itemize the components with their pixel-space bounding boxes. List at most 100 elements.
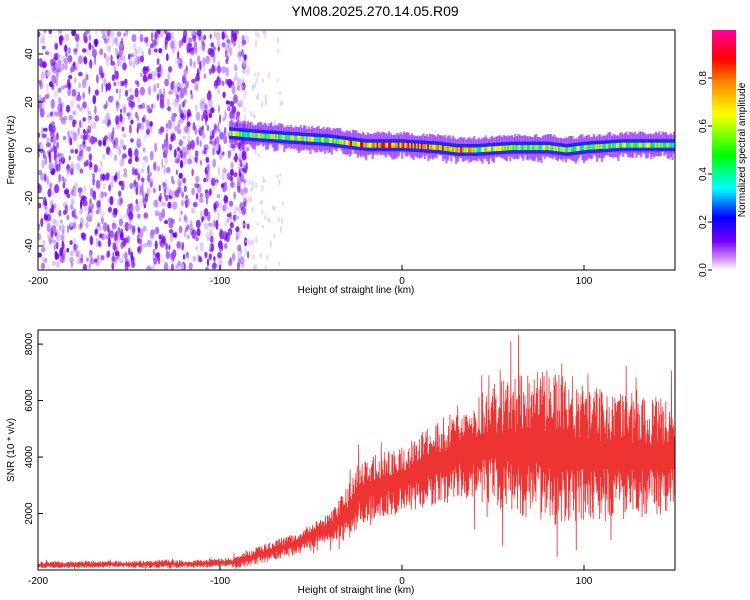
noise-cell [148, 48, 152, 56]
noise-cell [197, 55, 201, 65]
noise-cell [227, 105, 231, 112]
noise-cell [209, 235, 214, 243]
noise-cell [72, 119, 77, 125]
noise-cell [112, 126, 115, 137]
noise-cell [224, 243, 228, 249]
noise-cell [173, 45, 177, 52]
noise-cell [117, 226, 121, 235]
noise-cell [44, 206, 49, 216]
noise-cell [106, 250, 110, 258]
noise-cell [56, 260, 60, 268]
noise-cell [86, 146, 92, 152]
noise-cell [212, 185, 215, 191]
band-cell [247, 132, 250, 138]
figure-title: YM08.2025.270.14.05.R09 [291, 3, 459, 19]
band-cell [560, 146, 563, 152]
noise-cell [73, 61, 76, 68]
noise-cell [59, 256, 65, 264]
noise-cell [57, 53, 62, 59]
band-cell [671, 142, 674, 148]
band-cell [325, 137, 328, 143]
noise-cell [139, 86, 145, 96]
noise-cell [100, 30, 106, 34]
noise-cell [185, 126, 191, 136]
band-cell [484, 146, 487, 152]
noise-cell [87, 110, 92, 116]
noise-cell [246, 251, 250, 259]
noise-cell [213, 66, 218, 72]
spectrogram-cells [38, 30, 675, 270]
noise-cell [252, 265, 256, 270]
band-cell [255, 133, 258, 138]
band-cell [597, 144, 600, 150]
band-cell [514, 145, 517, 151]
noise-cell [40, 262, 46, 270]
noise-cell [102, 222, 108, 232]
noise-cell [56, 141, 60, 149]
noise-cell [156, 58, 160, 65]
noise-cell [256, 76, 259, 84]
noise-cell [67, 55, 73, 63]
noise-cell [199, 241, 204, 252]
noise-cell [278, 91, 282, 95]
band-cell [302, 136, 305, 142]
noise-cell [58, 209, 62, 217]
noise-cell [218, 144, 221, 153]
noise-cell [221, 80, 225, 86]
noise-cell [247, 195, 250, 204]
noise-cell [67, 134, 71, 144]
noise-cell [124, 222, 130, 232]
noise-cell [105, 59, 110, 67]
noise-cell [133, 184, 137, 190]
noise-cell [226, 172, 231, 181]
noise-cell [138, 228, 144, 238]
noise-cell [281, 100, 284, 106]
snr-axes: -200 -100 0 100 8000 6000 4000 2000 [24, 333, 593, 587]
noise-cell [91, 48, 97, 58]
noise-cell [176, 94, 180, 100]
band-cell [519, 145, 522, 151]
noise-cell [57, 179, 60, 184]
noise-cell [79, 150, 83, 157]
noise-cell [219, 150, 223, 161]
noise-cell [187, 135, 191, 145]
snr-xlabel: Height of straight line (km) [298, 585, 415, 596]
band-cell [584, 145, 587, 151]
noise-cell [198, 197, 204, 203]
noise-cell [43, 215, 48, 221]
noise-cell [100, 210, 105, 218]
band-cell [468, 147, 471, 153]
noise-cell [82, 134, 87, 141]
noise-cell [41, 257, 45, 263]
noise-cell [240, 262, 245, 269]
noise-cell [73, 243, 77, 253]
band-cell [492, 146, 495, 152]
band-cell [301, 136, 304, 142]
noise-cell [190, 219, 193, 227]
noise-cell [65, 52, 68, 57]
noise-cell [230, 181, 235, 188]
noise-cell [176, 158, 180, 164]
band-cell [566, 147, 569, 153]
noise-cell [67, 82, 72, 90]
noise-cell [82, 91, 85, 100]
noise-cell [226, 39, 231, 44]
noise-cell [153, 161, 157, 171]
noise-cell [129, 94, 135, 100]
band-cell [394, 142, 397, 148]
noise-cell [115, 172, 118, 179]
noise-cell [245, 34, 248, 40]
noise-cell [249, 194, 252, 203]
noise-cell [52, 61, 58, 71]
noise-cell [48, 30, 53, 35]
noise-cell [94, 228, 99, 235]
noise-cell [237, 185, 241, 193]
noise-cell [38, 144, 41, 154]
noise-cell [205, 266, 209, 270]
noise-cell [39, 81, 42, 88]
band-cell [399, 142, 402, 148]
noise-cell [204, 252, 208, 259]
noise-cell [73, 188, 77, 197]
noise-cell [213, 46, 216, 51]
band-cell [273, 134, 276, 140]
